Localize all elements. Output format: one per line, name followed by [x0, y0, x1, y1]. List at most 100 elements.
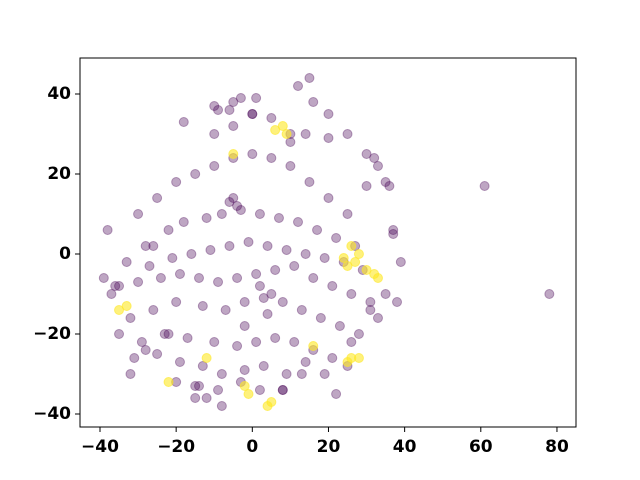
- point: [342, 261, 353, 271]
- point: [262, 401, 273, 411]
- point: [346, 337, 357, 347]
- point: [254, 281, 265, 291]
- point: [300, 357, 311, 367]
- point: [289, 337, 300, 347]
- point: [174, 357, 185, 367]
- point: [201, 353, 212, 363]
- point: [315, 313, 326, 323]
- point: [121, 257, 132, 267]
- point: [174, 269, 185, 279]
- point: [544, 289, 555, 299]
- point: [300, 249, 311, 259]
- point: [281, 369, 292, 379]
- point: [121, 301, 132, 311]
- point: [308, 97, 319, 107]
- point: [216, 401, 227, 411]
- point: [395, 257, 406, 267]
- point: [281, 129, 292, 139]
- point: [209, 101, 220, 111]
- point: [239, 381, 250, 391]
- point: [258, 361, 269, 371]
- point: [228, 121, 239, 131]
- point: [190, 393, 201, 403]
- y-tick-label: 40: [47, 84, 71, 104]
- point: [201, 213, 212, 223]
- point: [277, 297, 288, 307]
- point: [346, 241, 357, 251]
- point: [98, 273, 109, 283]
- point: [167, 253, 178, 263]
- point: [239, 297, 250, 307]
- point: [319, 253, 330, 263]
- point: [228, 149, 239, 159]
- point: [228, 97, 239, 107]
- point: [239, 365, 250, 375]
- point: [342, 357, 353, 367]
- point: [258, 293, 269, 303]
- point: [327, 281, 338, 291]
- point: [144, 261, 155, 271]
- point: [197, 301, 208, 311]
- point: [159, 329, 170, 339]
- point: [289, 261, 300, 271]
- point: [277, 385, 288, 395]
- point: [365, 297, 376, 307]
- point: [232, 273, 243, 283]
- point: [216, 369, 227, 379]
- point: [224, 105, 235, 115]
- point: [129, 353, 140, 363]
- point: [392, 297, 403, 307]
- point: [213, 277, 224, 287]
- point: [106, 289, 117, 299]
- point: [254, 209, 265, 219]
- point: [323, 193, 334, 203]
- point: [361, 149, 372, 159]
- point: [114, 329, 125, 339]
- point: [148, 241, 159, 251]
- point: [262, 241, 273, 251]
- point: [388, 229, 399, 239]
- point: [133, 209, 144, 219]
- point: [353, 353, 364, 363]
- point: [125, 313, 136, 323]
- point: [308, 273, 319, 283]
- point: [353, 249, 364, 259]
- point: [384, 181, 395, 191]
- point: [232, 201, 243, 211]
- point: [216, 209, 227, 219]
- point: [163, 225, 174, 235]
- point: [331, 233, 342, 243]
- y-tick-label: −20: [33, 324, 71, 344]
- point: [140, 241, 151, 251]
- point: [270, 333, 281, 343]
- point: [178, 117, 189, 127]
- point: [254, 385, 265, 395]
- point: [197, 361, 208, 371]
- point: [155, 273, 166, 283]
- point: [479, 181, 490, 191]
- point: [319, 369, 330, 379]
- x-tick-label: −20: [157, 437, 195, 457]
- point: [285, 137, 296, 147]
- y-tick-label: −40: [33, 404, 71, 424]
- point: [125, 369, 136, 379]
- point: [342, 209, 353, 219]
- point: [243, 389, 254, 399]
- point: [136, 337, 147, 347]
- point: [114, 281, 125, 291]
- point: [201, 393, 212, 403]
- point: [334, 321, 345, 331]
- point: [102, 225, 113, 235]
- point: [239, 321, 250, 331]
- x-tick-label: 40: [393, 437, 417, 457]
- point: [235, 205, 246, 215]
- y-tick-label: 20: [47, 164, 71, 184]
- point: [331, 389, 342, 399]
- point: [140, 345, 151, 355]
- point: [178, 217, 189, 227]
- point: [251, 93, 262, 103]
- y-tick-label: 0: [59, 244, 71, 264]
- point: [220, 305, 231, 315]
- point: [353, 329, 364, 339]
